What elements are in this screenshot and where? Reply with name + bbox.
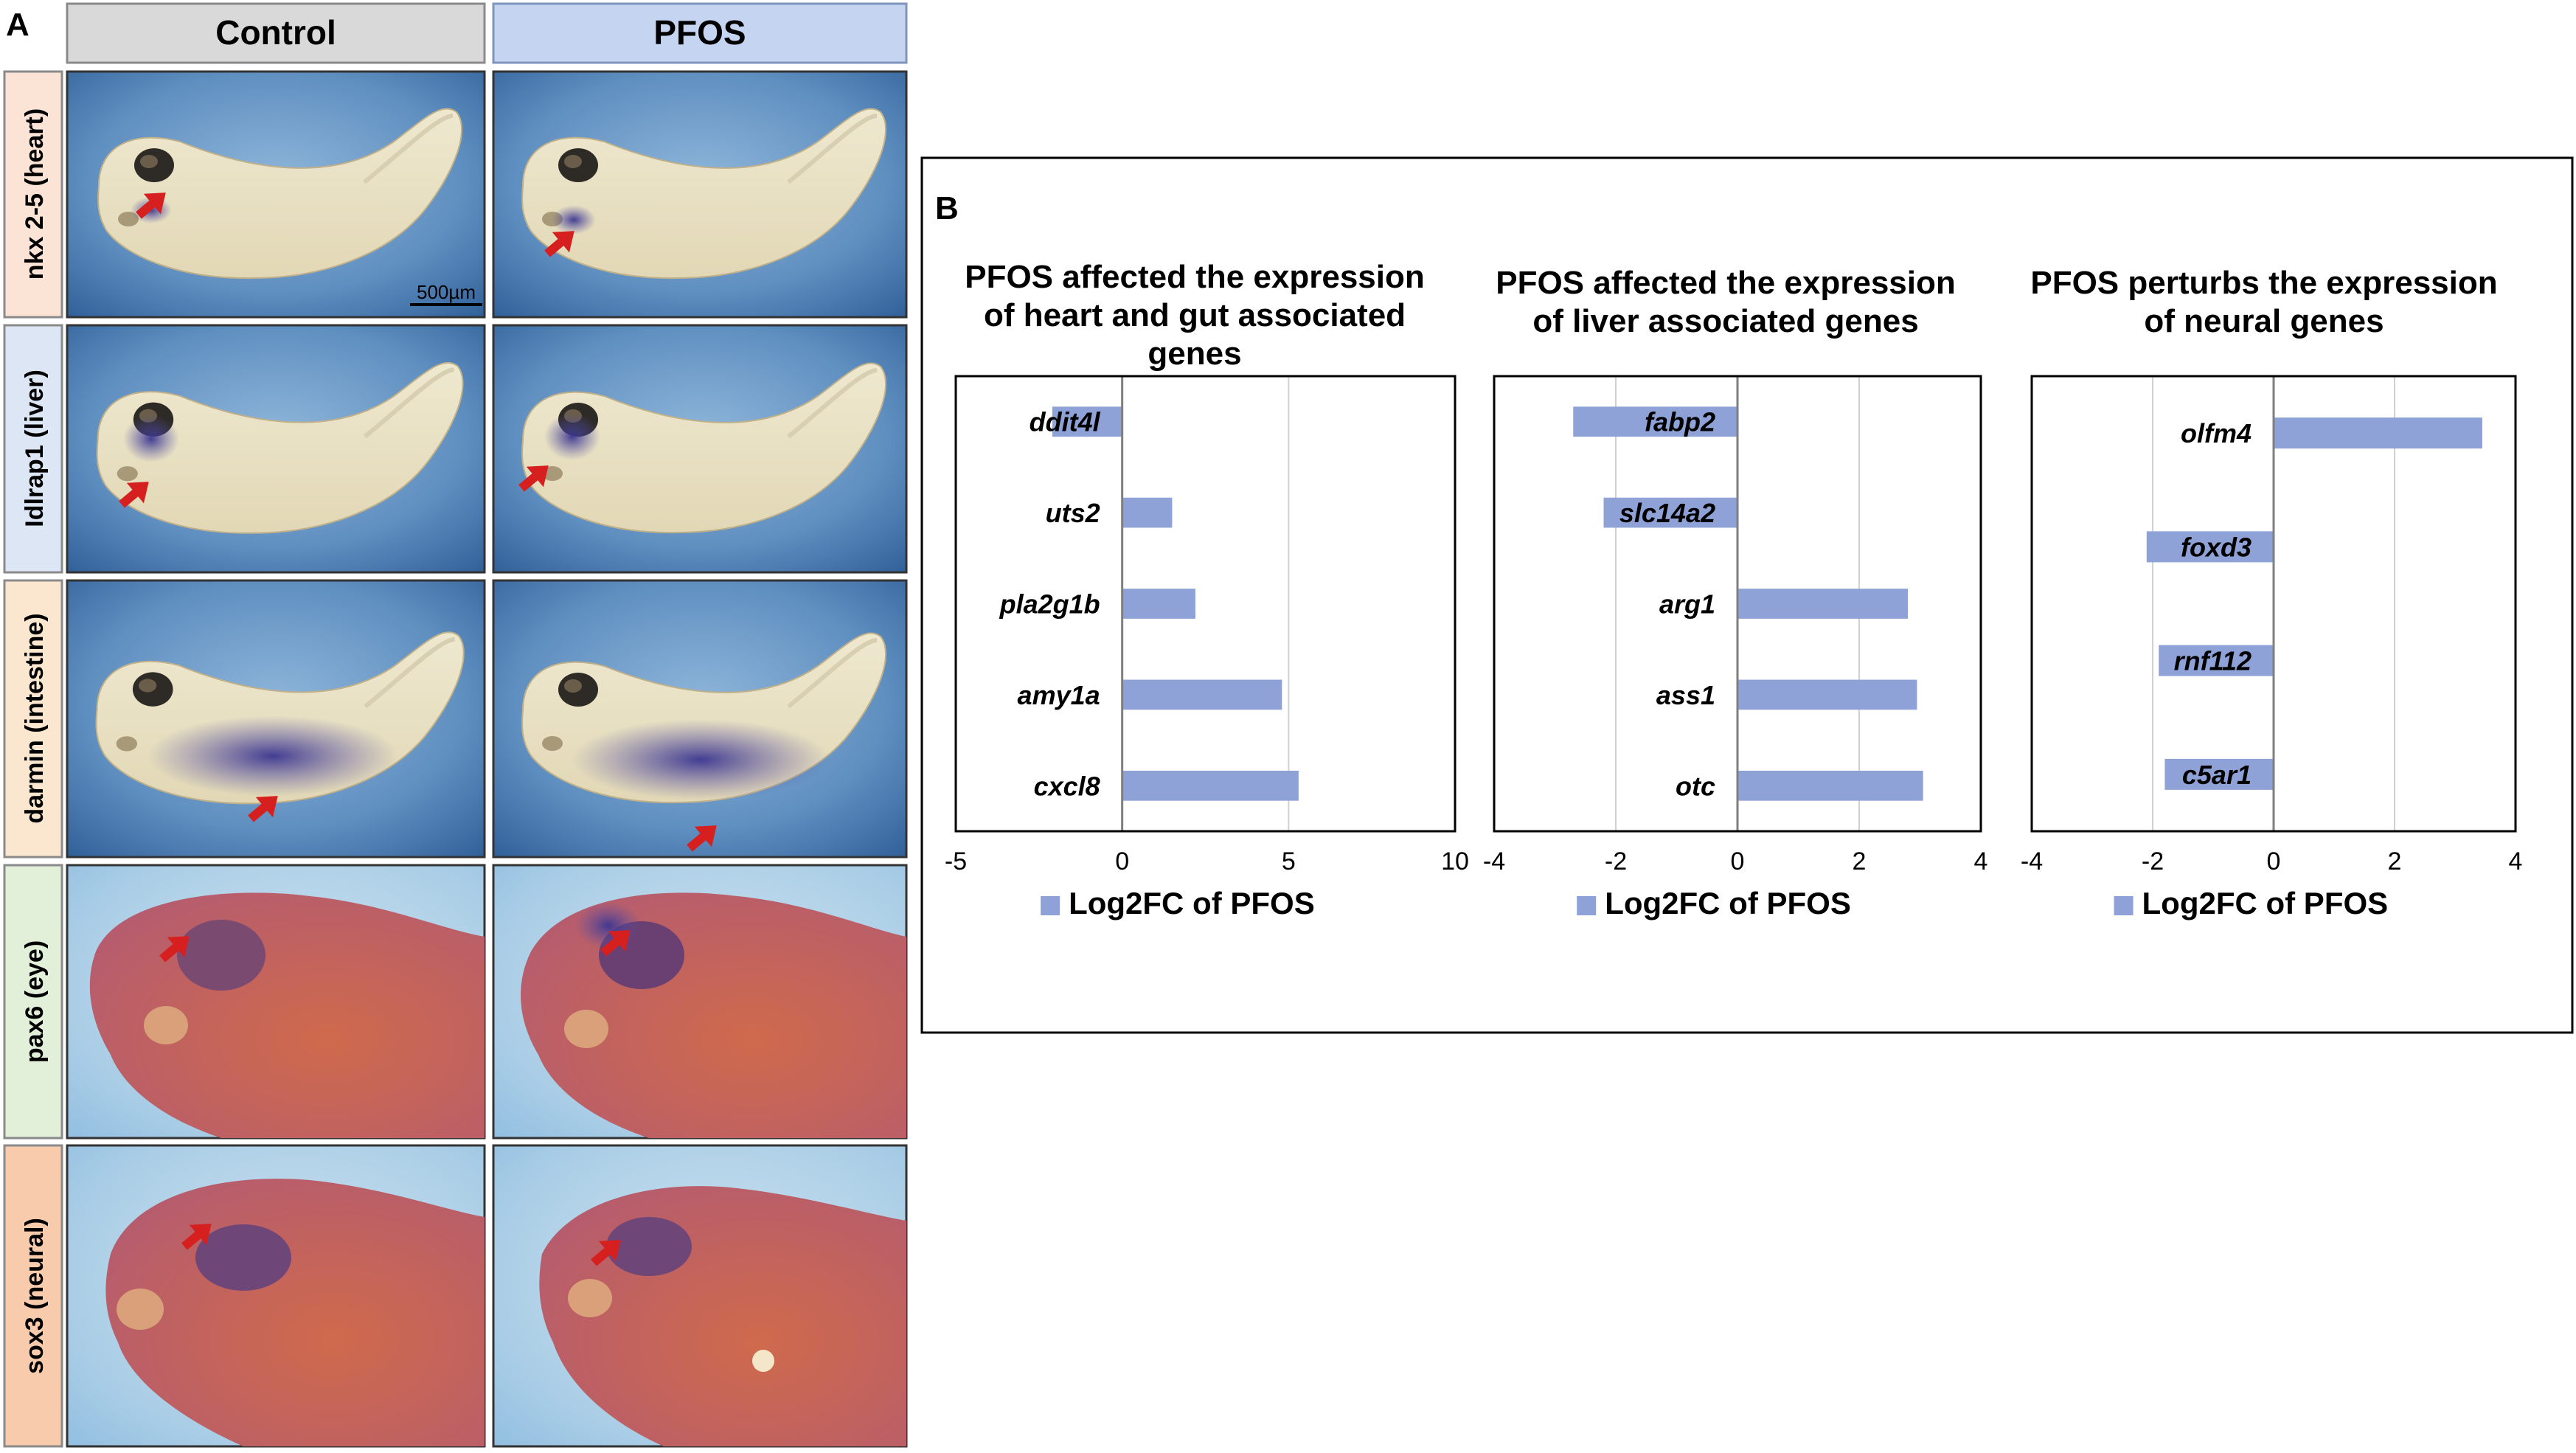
x-tick-label: -5 [945, 847, 967, 875]
category-label-rnf112: rnf112 [2174, 646, 2252, 676]
plot-frame [954, 375, 1457, 833]
expression-arrows [119, 193, 717, 1266]
bar-rnf112 [2159, 645, 2274, 676]
arrow-icon [600, 930, 631, 957]
legend-swatch [1577, 896, 1597, 915]
bar-cxcl8 [1122, 770, 1299, 801]
chart-title-line: of neural genes [2144, 303, 2384, 339]
category-label-amy1a: amy1a [1018, 680, 1100, 710]
chart-title-line: PFOS perturbs the expression [2030, 265, 2497, 301]
scale-bar-label: 500µm [417, 281, 476, 303]
column-header-control-label: Control [215, 13, 336, 52]
chart-title-line: PFOS affected the expression [1496, 265, 1956, 301]
legend-label: Log2FC of PFOS [1069, 886, 1315, 920]
category-label-olfm4: olfm4 [2181, 418, 2252, 448]
plot-frame [2030, 375, 2517, 833]
row-label-eye: pax6 (eye) [21, 940, 49, 1063]
chart-title-line: PFOS affected the expression [965, 259, 1425, 295]
bar-uts2 [1122, 497, 1173, 528]
x-tick-label: 2 [2388, 847, 2402, 875]
arrow-icon [544, 231, 574, 257]
x-tick-label: -4 [1483, 847, 1505, 875]
bar-amy1a [1122, 679, 1282, 710]
category-label-ddit4l: ddit4l [1030, 407, 1101, 437]
bar-ass1 [1737, 679, 1917, 710]
x-tick-label: 4 [1974, 847, 1988, 875]
bar-ddit4l [1052, 406, 1122, 437]
scale-bar: 500µm [410, 281, 482, 306]
category-label-fabp2: fabp2 [1645, 407, 1715, 437]
panel-b-letter: B [935, 190, 959, 226]
category-label-ass1: ass1 [1656, 680, 1715, 710]
x-tick-label: 0 [2267, 847, 2281, 875]
bar-c5ar1 [2164, 758, 2274, 790]
row-label-intestine: darmin (intestine) [21, 613, 49, 823]
bar-olfm4 [2274, 417, 2482, 449]
row-label-neural: sox3 (neural) [21, 1218, 49, 1374]
legend-label: Log2FC of PFOS [2142, 886, 2389, 920]
arrow-icon [248, 796, 278, 822]
category-label-foxd3: foxd3 [2181, 532, 2252, 562]
bar-otc [1737, 770, 1923, 801]
arrow-icon [591, 1240, 621, 1266]
arrow-icon [159, 936, 190, 963]
row-label-liver: Idlrap1 (liver) [21, 370, 49, 527]
category-label-pla2g1b: pla2g1b [999, 589, 1100, 620]
x-tick-label: -4 [2021, 847, 2043, 875]
bar-slc14a2 [1603, 497, 1737, 528]
category-label-uts2: uts2 [1046, 498, 1100, 528]
chart-title-line: genes [1148, 336, 1241, 372]
arrow-icon [181, 1224, 212, 1250]
chart-title-line: of heart and gut associated [984, 297, 1406, 333]
column-header-control: Control [66, 2, 486, 64]
category-label-cxcl8: cxcl8 [1034, 771, 1100, 801]
tadpole-micrographs [66, 70, 908, 1448]
bar-fabp2 [1573, 406, 1737, 437]
plot-frame [1493, 375, 1982, 833]
chart-title-line: of liver associated genes [1532, 303, 1918, 339]
x-tick-label: 0 [1731, 847, 1745, 875]
panel-a-letter: A [6, 7, 29, 43]
bar-arg1 [1737, 589, 1908, 619]
category-label-slc14a2: slc14a2 [1619, 498, 1715, 528]
legend-label: Log2FC of PFOS [1605, 886, 1851, 920]
arrow-icon [119, 482, 149, 508]
arrow-icon [518, 465, 549, 492]
x-tick-label: 2 [1853, 847, 1867, 875]
bar-foxd3 [2146, 531, 2274, 563]
arrow-icon [687, 825, 717, 852]
column-header-pfos: PFOS [492, 2, 908, 64]
x-tick-label: 10 [1441, 847, 1469, 875]
legend-swatch [1041, 896, 1060, 915]
x-tick-label: -2 [2142, 847, 2164, 875]
category-label-c5ar1: c5ar1 [2182, 760, 2252, 790]
category-label-arg1: arg1 [1659, 589, 1715, 620]
row-labels: nkx 2-5 (heart) Idlrap1 (liver) darmin (… [3, 70, 63, 1448]
category-label-otc: otc [1676, 771, 1715, 801]
x-tick-label: -2 [1605, 847, 1627, 875]
bar-pla2g1b [1122, 589, 1195, 619]
row-label-heart: nkx 2-5 (heart) [21, 108, 49, 280]
column-header-pfos-label: PFOS [653, 13, 746, 52]
arrow-icon [136, 193, 166, 219]
x-tick-label: 0 [1115, 847, 1129, 875]
legend-swatch [2114, 896, 2134, 915]
x-tick-label: 4 [2509, 847, 2523, 875]
x-tick-label: 5 [1282, 847, 1296, 875]
panel-b-frame [920, 156, 2574, 1034]
